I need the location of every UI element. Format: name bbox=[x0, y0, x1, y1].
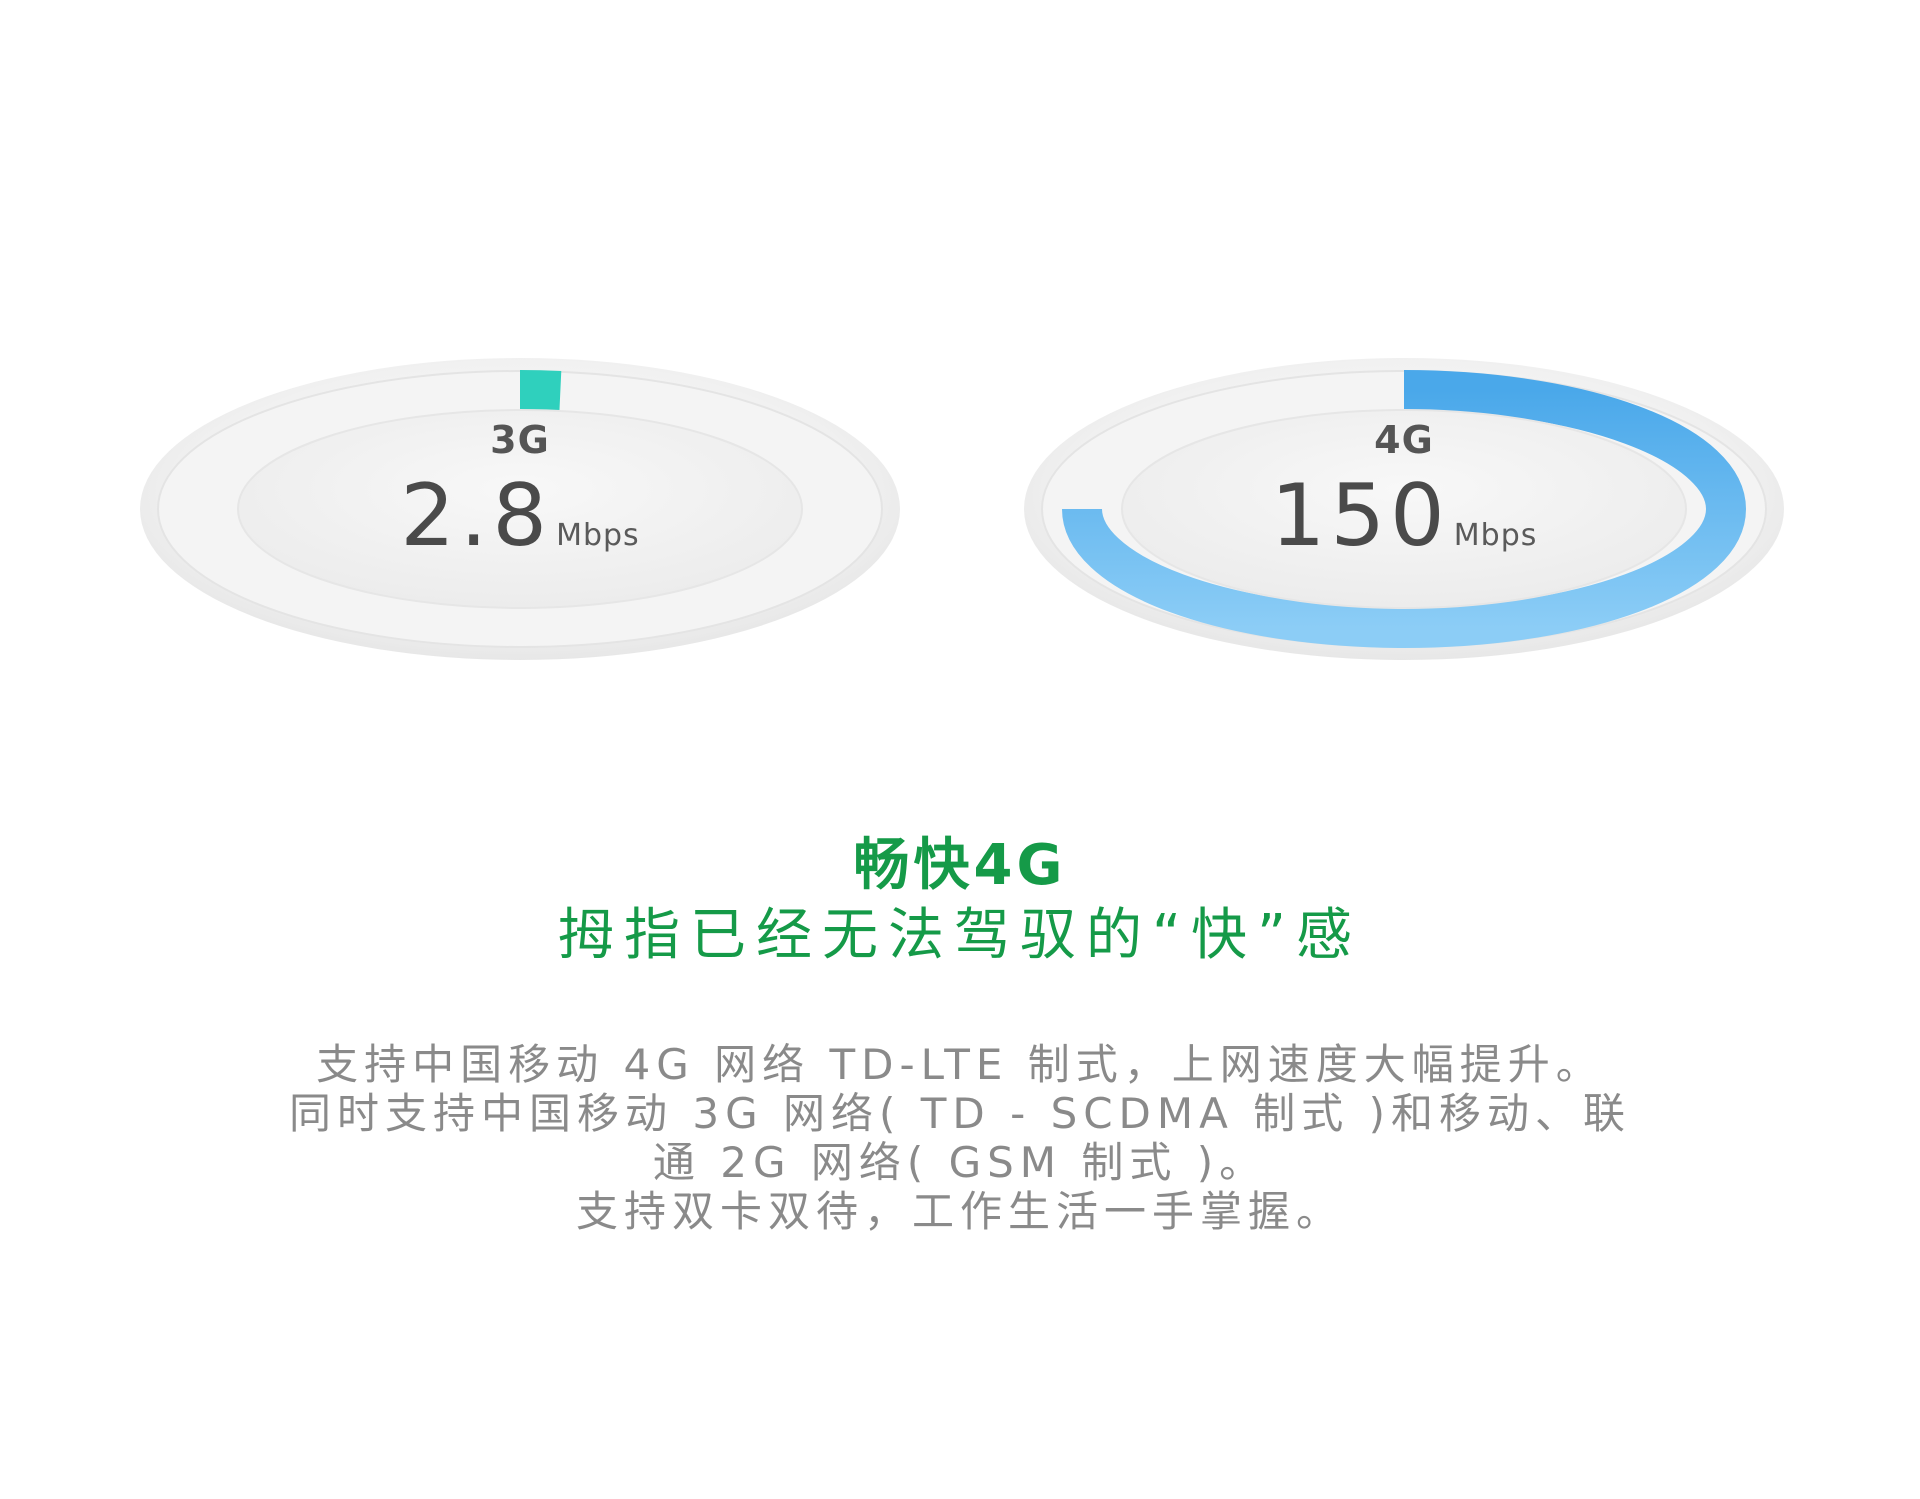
description-line: 支持双卡双待，工作生活一手掌握。 bbox=[575, 1187, 1344, 1236]
gauge-3g-ring bbox=[140, 358, 900, 660]
gauge-3g: 3G 2.8 Mbps bbox=[140, 358, 900, 660]
gauge-4g-unit: Mbps bbox=[1453, 518, 1538, 553]
subheadline: 拇指已经无法驾驭的“快”感 bbox=[557, 903, 1363, 968]
headline: 畅快4G bbox=[853, 833, 1067, 898]
gauge-3g-readout: 2.8 Mbps bbox=[140, 466, 900, 566]
gauge-3g-center bbox=[237, 409, 803, 609]
gauge-3g-unit: Mbps bbox=[556, 518, 640, 553]
gauge-3g-label: 3G bbox=[490, 418, 550, 462]
description-line: 同时支持中国移动 3G 网络( TD - SCDMA 制式 )和移动、联通 2G… bbox=[289, 1089, 1631, 1187]
gauge-3g-speed: 2.8 bbox=[400, 466, 553, 566]
gauge-4g-label: 4G bbox=[1374, 418, 1434, 462]
gauge-4g-readout: 150 Mbps bbox=[1024, 466, 1784, 566]
gauge-4g: 4G 150 Mbps bbox=[1024, 358, 1784, 660]
gauge-4g-progress-arc bbox=[1062, 370, 1746, 648]
gauge-4g-speed: 150 bbox=[1270, 466, 1450, 566]
description-line: 支持中国移动 4G 网络 TD-LTE 制式，上网速度大幅提升。 bbox=[316, 1040, 1604, 1089]
description: 支持中国移动 4G 网络 TD-LTE 制式，上网速度大幅提升。 同时支持中国移… bbox=[270, 1040, 1650, 1236]
gauge-4g-center bbox=[1121, 409, 1687, 609]
gauge-4g-ring bbox=[1024, 358, 1784, 660]
gauge-3g-progress-arc bbox=[519, 370, 562, 411]
